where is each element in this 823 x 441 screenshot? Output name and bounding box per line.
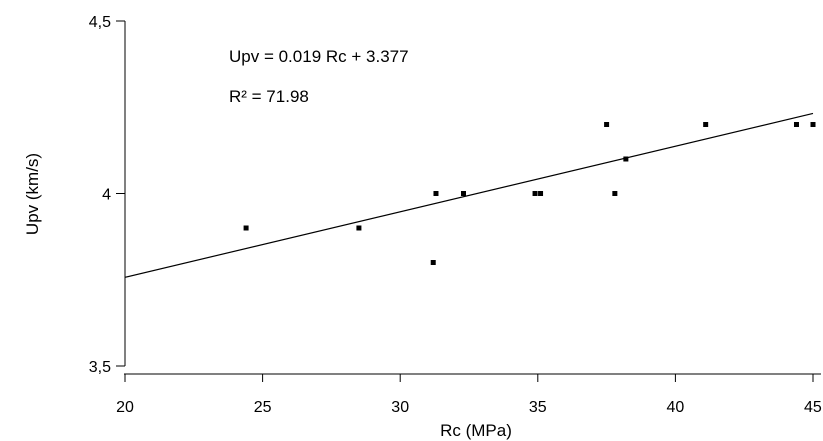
x-tick-label: 40 [667, 399, 685, 416]
y-tick-label: 3,5 [89, 359, 111, 376]
data-point [433, 191, 439, 196]
data-point [532, 191, 538, 196]
data-point [243, 225, 249, 231]
data-point [793, 122, 799, 127]
data-point [604, 122, 610, 127]
x-tick-label: 25 [254, 399, 272, 416]
annotation-equation: Upv = 0.019 Rc + 3.377 [229, 47, 409, 66]
x-tick-label: 30 [391, 399, 409, 416]
x-tick-label: 45 [804, 399, 822, 416]
y-axis-title: Upv (km/s) [23, 153, 42, 235]
data-point [460, 191, 466, 196]
data-point [538, 191, 544, 196]
x-axis-title: Rc (MPa) [440, 421, 512, 440]
data-point [703, 122, 709, 127]
data-point [623, 156, 629, 162]
data-point [612, 191, 618, 196]
axes: 3,5 4 4,5 20 25 30 35 40 45 [89, 14, 822, 416]
points-group [243, 122, 816, 265]
labels-group: Upv = 0.019 Rc + 3.377 R² = 71.98 Rc (MP… [23, 47, 512, 440]
trendline-group [124, 112, 814, 278]
trendline [124, 112, 814, 278]
y-tick-label: 4 [102, 187, 111, 204]
y-tick-label: 4,5 [89, 14, 111, 31]
annotation-r-squared: R² = 71.98 [229, 87, 309, 106]
data-point [430, 260, 436, 265]
x-tick-label: 35 [529, 399, 547, 416]
data-point [356, 225, 362, 231]
x-tick-label: 20 [116, 399, 134, 416]
data-point [810, 122, 816, 127]
